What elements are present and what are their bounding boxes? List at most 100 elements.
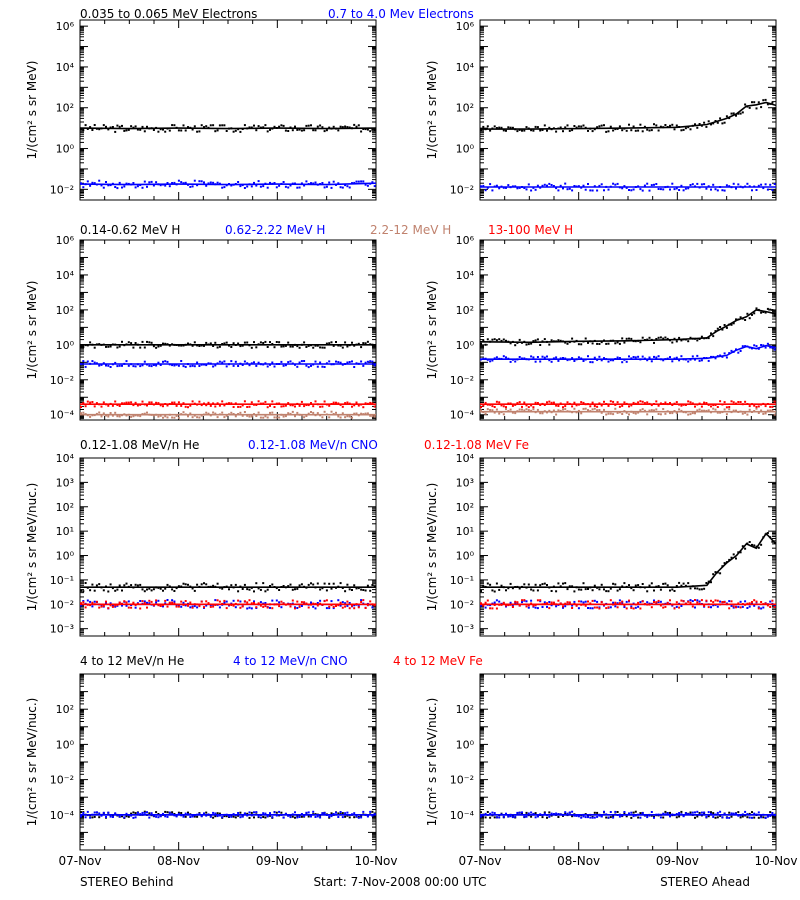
data-point — [373, 415, 376, 418]
data-point — [187, 415, 189, 418]
y-tick-label: 10² — [456, 501, 474, 514]
data-point — [337, 599, 340, 602]
data-point — [316, 602, 319, 604]
data-point — [323, 410, 326, 413]
data-point — [353, 123, 356, 126]
data-point — [205, 811, 208, 814]
data-point — [568, 811, 571, 814]
data-point — [589, 607, 592, 610]
data-point — [216, 599, 219, 602]
x-tick-label: 10-Nov — [754, 854, 797, 868]
data-point — [95, 584, 98, 587]
data-point — [500, 339, 503, 342]
data-point — [741, 317, 744, 320]
data-point — [530, 404, 533, 407]
data-point — [339, 344, 342, 347]
data-point — [480, 590, 482, 592]
data-point — [89, 415, 92, 418]
data-point — [105, 125, 107, 128]
data-point — [257, 815, 260, 818]
data-point — [593, 339, 596, 342]
data-point — [671, 182, 674, 185]
data-point — [216, 812, 219, 815]
data-point — [114, 604, 117, 607]
data-point — [536, 408, 539, 411]
data-point — [757, 546, 760, 549]
data-point — [328, 126, 331, 129]
data-point — [694, 337, 696, 340]
data-point — [591, 599, 594, 602]
data-point — [180, 181, 183, 184]
data-point — [132, 816, 135, 819]
data-point — [603, 810, 605, 813]
data-point — [157, 130, 160, 133]
data-point — [91, 813, 94, 816]
data-point — [139, 600, 142, 602]
data-point — [509, 126, 512, 129]
data-point — [241, 588, 244, 590]
data-point — [769, 811, 772, 814]
data-point — [498, 816, 501, 819]
data-point — [262, 812, 265, 815]
data-point — [539, 129, 542, 132]
data-point — [696, 810, 699, 813]
data-point — [150, 180, 153, 183]
data-point — [360, 130, 363, 133]
data-point — [84, 606, 87, 609]
data-point — [280, 182, 283, 185]
data-point — [141, 588, 144, 591]
data-point — [771, 812, 774, 814]
data-point — [123, 816, 126, 819]
data-point — [164, 342, 167, 345]
data-point — [548, 815, 551, 818]
data-point — [111, 816, 114, 818]
data-point — [173, 364, 176, 367]
data-point — [737, 411, 740, 413]
data-point — [723, 401, 726, 404]
data-point — [177, 605, 180, 608]
data-point — [212, 402, 215, 405]
data-point — [735, 606, 737, 609]
data-point — [609, 412, 612, 415]
data-point — [209, 342, 212, 345]
data-point — [675, 411, 678, 414]
data-point — [744, 600, 747, 603]
data-point — [255, 364, 258, 367]
data-point — [719, 411, 722, 414]
data-point — [548, 182, 551, 185]
data-point — [646, 816, 649, 819]
data-point — [344, 416, 347, 419]
data-point — [735, 114, 737, 117]
data-point — [616, 602, 619, 605]
data-point — [241, 364, 244, 366]
data-point — [307, 811, 310, 814]
data-point — [566, 342, 569, 345]
data-point — [751, 189, 753, 192]
data-point — [534, 411, 537, 414]
data-point — [248, 364, 251, 367]
data-point — [209, 814, 212, 817]
data-point — [484, 606, 487, 609]
data-point — [653, 183, 655, 186]
data-point — [773, 314, 776, 317]
data-point — [130, 584, 133, 587]
data-point — [182, 815, 185, 818]
data-point — [355, 815, 358, 818]
data-point — [93, 815, 96, 818]
data-point — [127, 606, 130, 609]
data-point — [614, 605, 617, 608]
data-point — [612, 815, 615, 818]
data-point — [482, 125, 485, 128]
data-point — [246, 406, 249, 408]
data-point — [489, 816, 492, 819]
data-point — [580, 412, 583, 415]
data-point — [719, 354, 722, 357]
data-point — [246, 601, 249, 604]
data-point — [700, 124, 703, 127]
data-point — [495, 356, 498, 359]
data-point — [664, 582, 667, 585]
data-point — [505, 408, 507, 411]
data-point — [614, 183, 617, 186]
data-point — [575, 404, 578, 407]
data-point — [269, 603, 271, 606]
